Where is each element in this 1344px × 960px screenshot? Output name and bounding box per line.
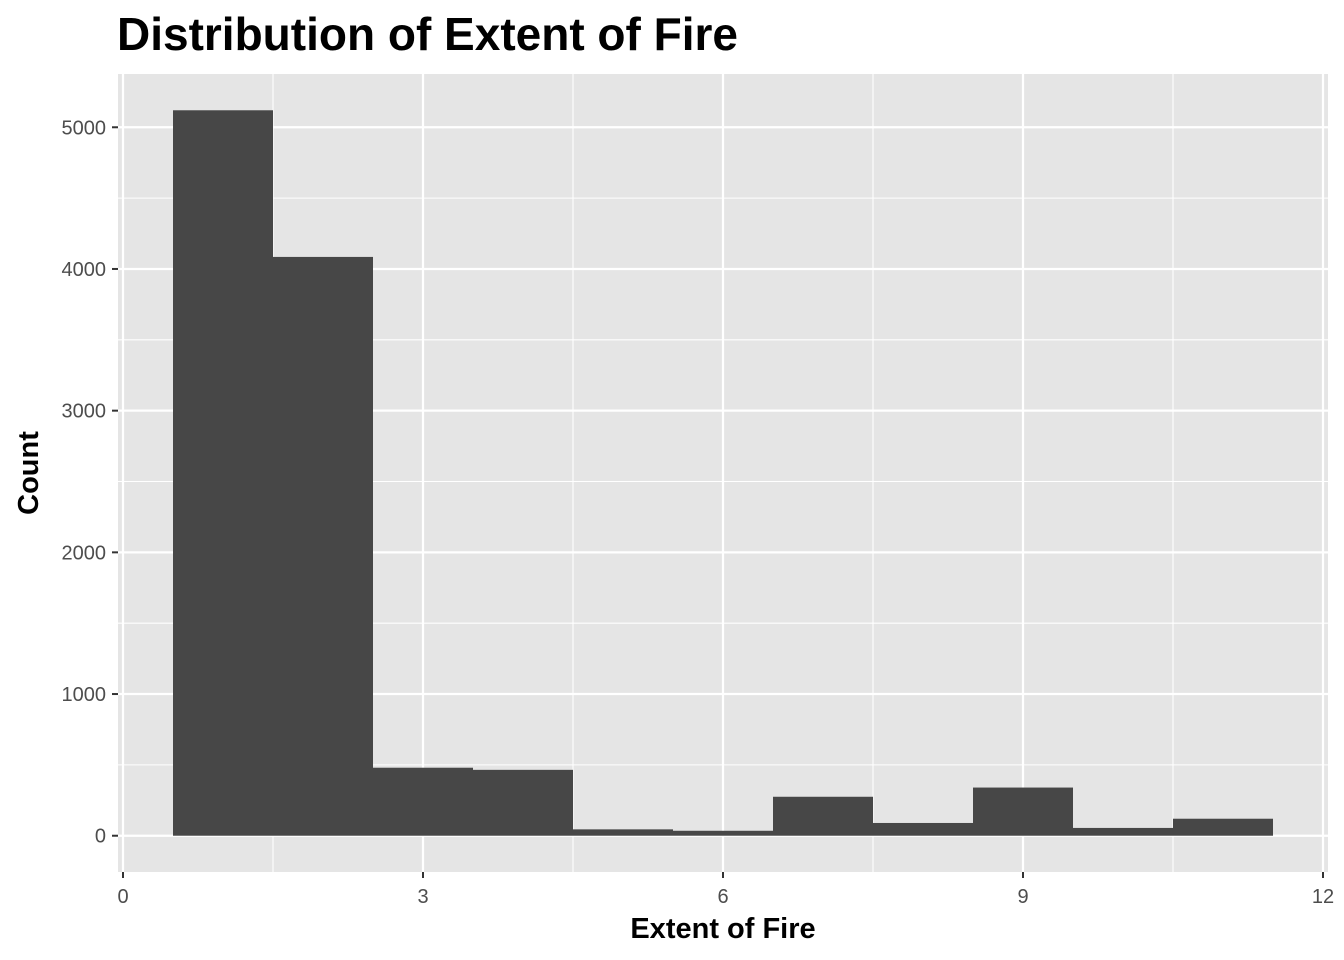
y-tick-label: 1000	[62, 684, 107, 706]
y-axis: 0 1000 2000 3000 4000 5000	[62, 117, 118, 848]
histogram-bar	[673, 830, 773, 836]
histogram-bar	[973, 787, 1073, 836]
x-tick-label: 9	[1017, 886, 1028, 908]
histogram-bar	[473, 769, 573, 836]
histogram-bar	[573, 829, 673, 836]
chart-title: Distribution of Extent of Fire	[117, 8, 738, 60]
histogram-bar	[373, 767, 473, 836]
y-tick-label: 2000	[62, 542, 107, 564]
x-axis-title: Extent of Fire	[630, 913, 815, 945]
histogram-bar	[1073, 827, 1173, 836]
x-axis: 0 3 6 9 12	[117, 872, 1334, 908]
x-tick-label: 6	[717, 886, 728, 908]
y-tick-label: 4000	[62, 259, 107, 281]
histogram-bar	[273, 256, 373, 836]
x-tick-label: 0	[117, 886, 128, 908]
histogram-bar	[1173, 818, 1273, 836]
y-tick-label: 0	[95, 826, 106, 848]
y-tick-label: 5000	[62, 117, 107, 139]
x-tick-label: 12	[1312, 886, 1334, 908]
x-tick-label: 3	[417, 886, 428, 908]
histogram-bars	[173, 110, 1273, 836]
histogram-bar	[773, 796, 873, 836]
y-tick-label: 3000	[62, 401, 107, 423]
y-axis-title: Count	[13, 431, 45, 515]
histogram-bar	[173, 110, 273, 836]
histogram-bar	[873, 822, 973, 836]
